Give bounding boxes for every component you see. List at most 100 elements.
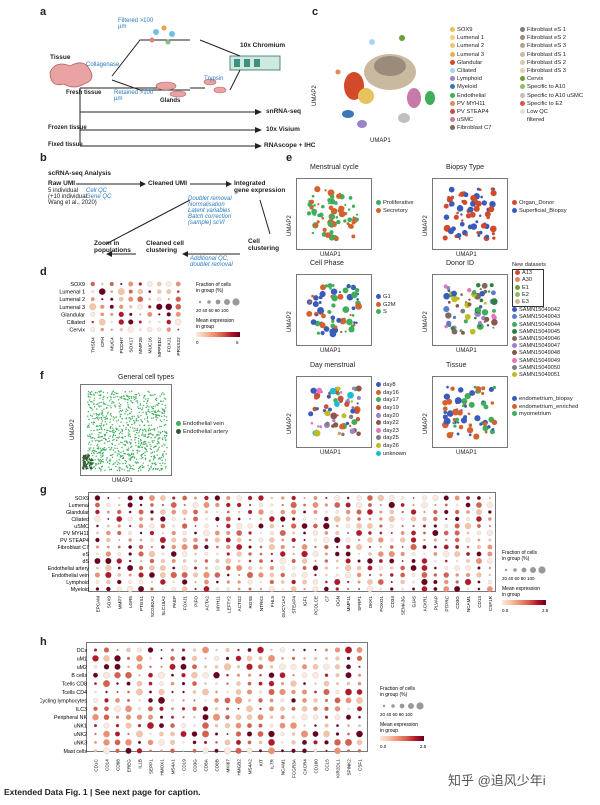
h-dot <box>258 656 263 661</box>
e-umap-point <box>341 432 345 437</box>
h-dot <box>158 671 165 679</box>
e-umap-point <box>319 322 326 329</box>
panel-label-a: a <box>40 6 47 18</box>
donor-item: SAMN15049049 <box>512 358 560 365</box>
e-umap-point <box>342 287 349 294</box>
f-umap-point <box>121 417 123 420</box>
g-dot <box>488 573 492 577</box>
f-umap-point <box>162 400 164 402</box>
d-dot <box>158 313 161 316</box>
f-umap-point <box>82 468 85 470</box>
h-dot <box>301 730 308 738</box>
e-umap-frame <box>296 178 372 250</box>
f-umap-point <box>126 441 128 444</box>
f-umap-point <box>162 456 165 458</box>
g-dot <box>291 558 296 564</box>
f-umap-point <box>163 424 166 426</box>
h-dot <box>302 748 307 754</box>
f-umap-point <box>135 393 138 396</box>
h-dot <box>94 749 97 753</box>
h-dot <box>280 732 285 736</box>
g-dot <box>150 581 153 583</box>
h-dot <box>224 663 231 671</box>
donor-item: SAMN15049047 <box>512 343 560 350</box>
f-umap-point <box>97 443 99 446</box>
g-dot <box>476 509 482 515</box>
d-col-label: PRSS22 <box>176 337 182 356</box>
d-dot <box>128 281 134 287</box>
panel-d-dotplot: SOX9 Lumenal 1 Lumenal 2 Lumenal 3 Glandular… <box>46 276 286 366</box>
h-color-max: 2.5 <box>420 744 427 749</box>
f-umap-point <box>110 412 112 415</box>
g-col-label: PLVAP <box>433 596 438 610</box>
h-dot <box>115 748 120 753</box>
c-legend-item: Fibroblast dS 1 <box>520 51 600 59</box>
e-umap-point <box>461 219 464 222</box>
e-umap-point <box>486 324 490 327</box>
d-dot <box>175 318 182 326</box>
f-umap-point <box>115 396 117 398</box>
g-color-min: 0.0 <box>502 608 509 613</box>
d-dot <box>89 303 97 311</box>
f-umap-point <box>102 425 105 427</box>
g-dot <box>127 585 134 593</box>
h-size-ticks: 20 40 60 80 100 <box>380 712 413 717</box>
e-umap-point <box>334 325 338 329</box>
g-dot <box>292 545 295 549</box>
g-dot <box>432 529 439 537</box>
g-dot <box>334 536 341 544</box>
e-umap-point <box>458 424 464 430</box>
g-dot <box>379 531 383 535</box>
f-umap-point <box>112 453 114 456</box>
f-umap-point <box>127 432 130 434</box>
d-dot <box>90 312 96 317</box>
d-col-label: SOX17 <box>129 337 135 353</box>
g-dot <box>444 524 449 528</box>
d-color-title: Mean expression in group <box>196 318 234 330</box>
g-dot <box>128 573 132 577</box>
g-col-label: SLC18A2 <box>161 596 166 616</box>
g-col-label: MMP11 <box>346 596 351 612</box>
f-umap-point <box>102 458 104 461</box>
f-umap-point <box>100 454 102 456</box>
g-dot <box>139 503 143 507</box>
f-umap-point <box>106 457 108 459</box>
g-dot <box>367 523 373 529</box>
additional-qc-label: Additional QC, doublet removal <box>190 256 233 268</box>
f-umap-point <box>123 440 126 442</box>
h-dot <box>116 649 119 651</box>
g-dot <box>94 515 101 523</box>
f-umap-point <box>163 415 166 417</box>
new-dataset-item: A13 <box>515 270 541 277</box>
c-legend-item: Lumenal 3 <box>450 51 520 59</box>
g-dot <box>314 517 317 521</box>
f-umap-point <box>86 467 89 470</box>
f-umap-point <box>90 429 92 432</box>
h-dot <box>323 730 330 738</box>
e-umap-point <box>473 433 480 440</box>
g-dot <box>334 578 341 586</box>
f-umap-point <box>130 439 132 441</box>
f-umap-point <box>158 457 160 459</box>
f-umap-point <box>91 462 93 465</box>
g-dot <box>291 495 296 501</box>
g-dot <box>106 579 111 585</box>
f-umap-point <box>129 420 131 422</box>
f-umap-point <box>128 470 130 472</box>
f-umap-point <box>127 453 130 455</box>
h-dot <box>226 690 229 694</box>
f-umap-point <box>145 413 148 416</box>
f-umap-point <box>93 466 96 468</box>
e-umap-point <box>330 323 336 329</box>
e-umap-point <box>483 404 489 410</box>
f-umap-point <box>156 454 158 456</box>
f-umap-point <box>112 419 115 421</box>
d-dot <box>110 320 113 324</box>
e-umap-point <box>357 307 360 310</box>
h-dot <box>182 699 185 702</box>
e-umap-point <box>347 391 354 399</box>
f-umap-point <box>101 460 103 463</box>
g-dot <box>149 572 155 578</box>
e-umap-point <box>325 232 331 239</box>
g-dot <box>225 516 231 522</box>
